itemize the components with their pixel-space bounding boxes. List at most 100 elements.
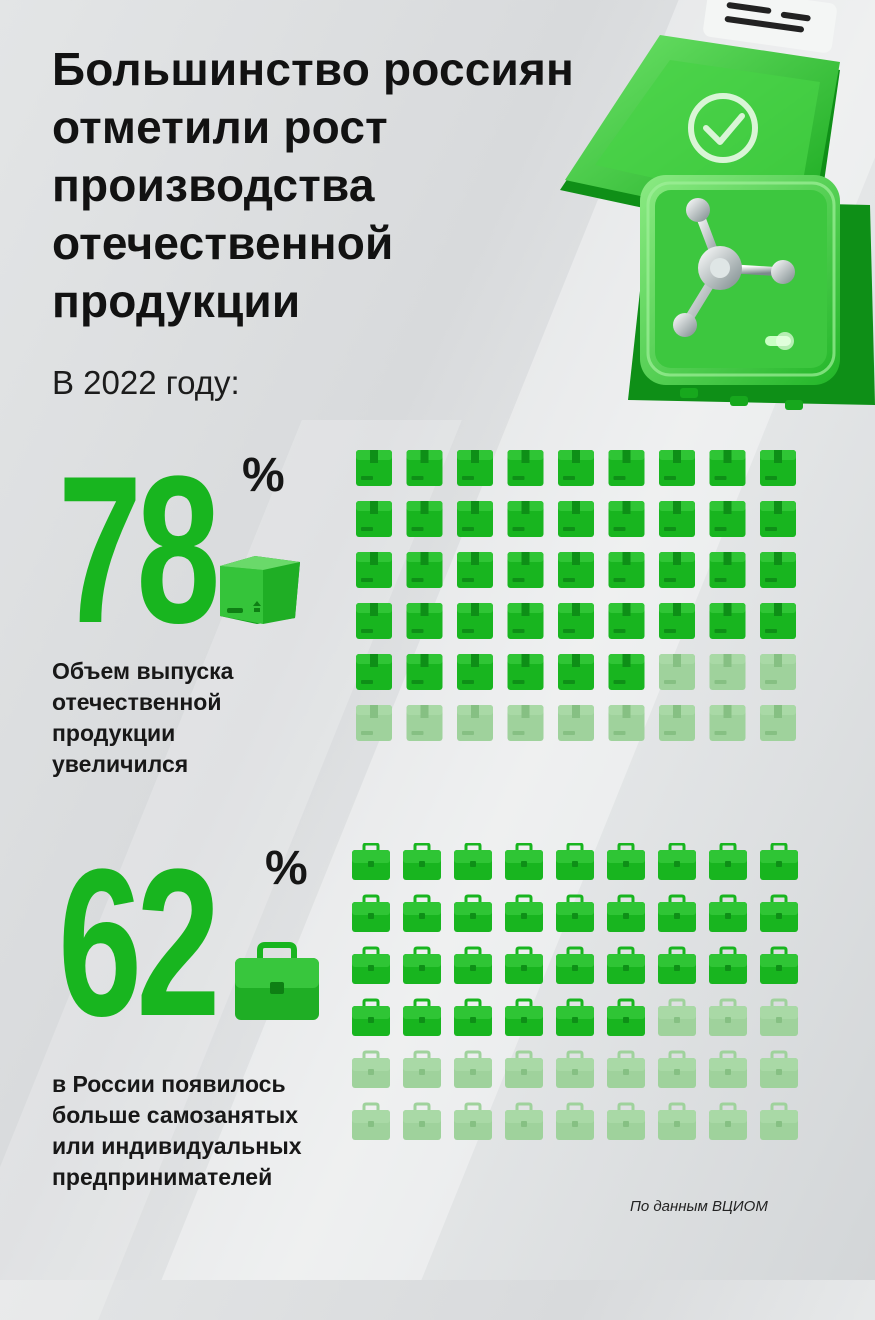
briefcase-cell-active — [505, 946, 543, 984]
box-cell-inactive — [507, 705, 544, 741]
briefcase-cell-inactive — [658, 1050, 696, 1088]
box-cell-inactive — [659, 654, 695, 690]
box-cell-active — [760, 501, 796, 537]
title-line: отечественной — [52, 217, 394, 269]
box-cell-active — [406, 501, 443, 537]
stat2-description-line: в России появилось — [52, 1071, 286, 1097]
briefcase-cell-inactive — [352, 1102, 390, 1140]
briefcase-cell-inactive — [556, 1102, 594, 1140]
box-cell-inactive — [760, 705, 796, 741]
stat2-description-line: или индивидуальных — [52, 1133, 302, 1159]
stat1-description: Объем выпуска отечественной продукции ув… — [52, 656, 233, 780]
briefcase-cell-active — [505, 843, 543, 880]
briefcase-cell-active — [658, 894, 696, 932]
box-cell-active — [356, 552, 392, 588]
briefcase-icon — [235, 942, 319, 1020]
stat2-description-line: предпринимателей — [52, 1164, 273, 1190]
title-line: отметили рост — [52, 101, 388, 153]
box-cell-inactive — [356, 705, 392, 741]
stat1-description-line: продукции — [52, 720, 176, 746]
briefcase-cell-inactive — [454, 1102, 492, 1140]
box-cell-active — [709, 501, 746, 537]
box-cell-active — [608, 654, 645, 690]
box-cell-active — [760, 603, 796, 639]
box-cell-active — [659, 501, 695, 537]
briefcase-cell-active — [709, 843, 747, 880]
briefcase-cell-inactive — [760, 1050, 798, 1088]
stat2-description-line: больше самозанятых — [52, 1102, 299, 1128]
source-note: По данным ВЦИОМ — [630, 1198, 768, 1215]
briefcase-cell-active — [454, 946, 492, 984]
box-cell-inactive — [457, 705, 493, 741]
briefcase-cell-active — [403, 946, 441, 984]
briefcase-cell-active — [403, 998, 441, 1036]
safe-icon — [628, 175, 875, 410]
subtitle: В 2022 году: — [52, 364, 240, 401]
stat1-unit: % — [242, 449, 285, 502]
box-cell-inactive — [406, 705, 443, 741]
box-cell-active — [760, 450, 796, 486]
box-cell-active — [457, 552, 493, 588]
box-cell-active — [608, 603, 645, 639]
stat2-briefcase-grid — [352, 843, 798, 1140]
box-cell-inactive — [659, 705, 695, 741]
briefcase-cell-active — [454, 998, 492, 1036]
box-cell-active — [507, 501, 544, 537]
page-title: Большинство россиян отметили рост произв… — [52, 40, 612, 330]
box-cell-active — [507, 552, 544, 588]
title-line: Большинство россиян — [52, 43, 575, 95]
box-cell-active — [406, 654, 443, 690]
briefcase-cell-active — [760, 894, 798, 932]
box-cell-inactive — [558, 705, 594, 741]
box-cell-active — [608, 552, 645, 588]
briefcase-cell-active — [709, 894, 747, 932]
briefcase-cell-active — [352, 946, 390, 984]
briefcase-cell-inactive — [607, 1102, 645, 1140]
receipt-icon — [703, 0, 837, 53]
box-cell-active — [406, 450, 443, 486]
briefcase-cell-inactive — [403, 1050, 441, 1088]
briefcase-cell-active — [403, 843, 441, 880]
briefcase-cell-inactive — [505, 1050, 543, 1088]
box-cell-active — [659, 603, 695, 639]
briefcase-cell-active — [658, 946, 696, 984]
box-cell-active — [709, 603, 746, 639]
briefcase-cell-inactive — [709, 1050, 747, 1088]
box-cell-active — [659, 450, 695, 486]
box-cell-active — [709, 450, 746, 486]
briefcase-cell-active — [658, 843, 696, 880]
box-cell-active — [760, 552, 796, 588]
title-line: продукции — [52, 275, 301, 327]
box-cell-active — [507, 603, 544, 639]
box-cell-active — [356, 450, 392, 486]
box-cell-active — [558, 450, 594, 486]
briefcase-cell-inactive — [352, 1050, 390, 1088]
box-cell-active — [608, 450, 645, 486]
briefcase-cell-active — [709, 946, 747, 984]
briefcase-cell-active — [352, 998, 390, 1036]
briefcase-cell-active — [607, 998, 645, 1036]
briefcase-cell-active — [556, 894, 594, 932]
briefcase-cell-active — [760, 946, 798, 984]
briefcase-cell-active — [403, 894, 441, 932]
briefcase-cell-inactive — [760, 1102, 798, 1140]
briefcase-cell-active — [454, 894, 492, 932]
briefcase-cell-active — [352, 843, 390, 880]
box-cell-active — [558, 654, 594, 690]
briefcase-cell-active — [760, 843, 798, 880]
box-cell-active — [507, 654, 544, 690]
briefcase-cell-inactive — [658, 1102, 696, 1140]
briefcase-cell-inactive — [709, 998, 747, 1036]
box-cell-active — [659, 552, 695, 588]
box-cell-active — [406, 603, 443, 639]
briefcase-cell-inactive — [454, 1050, 492, 1088]
briefcase-cell-active — [505, 998, 543, 1036]
briefcase-cell-active — [454, 843, 492, 880]
box-cell-active — [356, 501, 392, 537]
box-cell-active — [457, 654, 493, 690]
box-cell-active — [558, 603, 594, 639]
stat1-box-grid — [356, 450, 796, 741]
box-cell-inactive — [709, 654, 746, 690]
box-cell-active — [356, 603, 392, 639]
briefcase-cell-active — [556, 946, 594, 984]
